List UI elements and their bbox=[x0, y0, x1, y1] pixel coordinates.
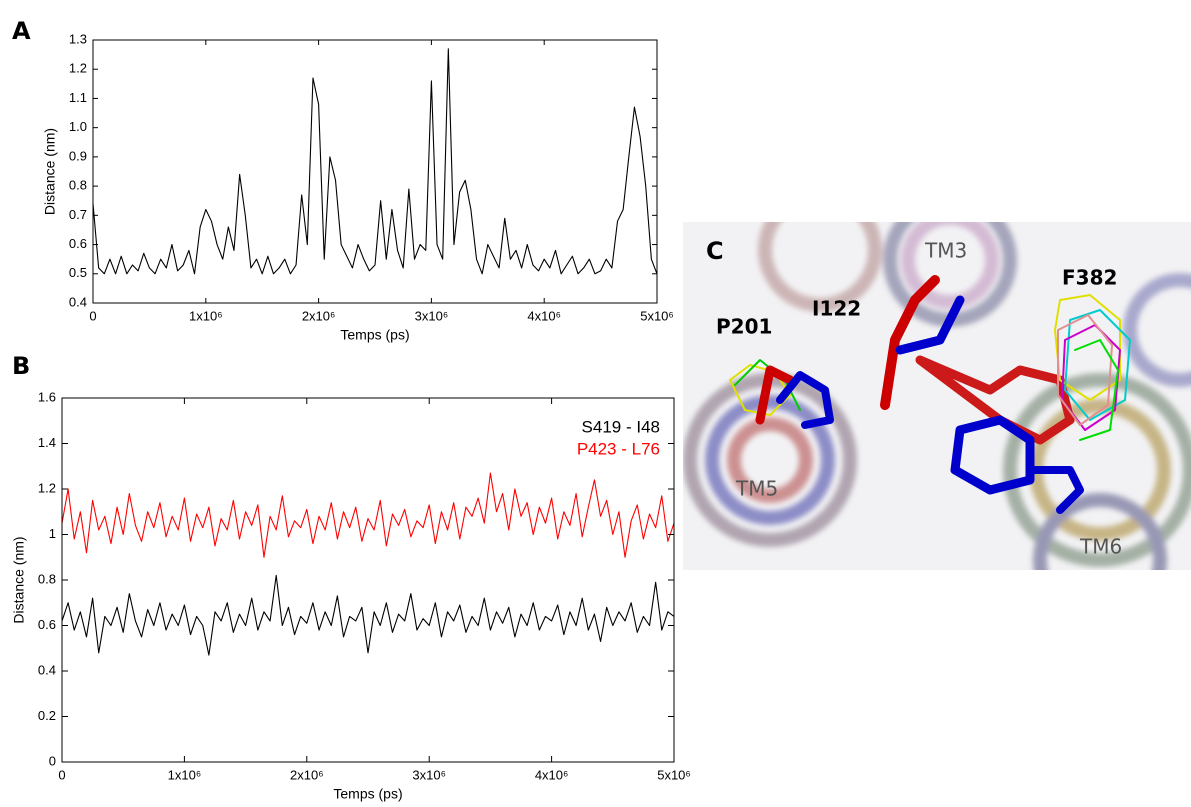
panel-label: A bbox=[12, 17, 31, 45]
x-tick-label: 5x10⁶ bbox=[657, 767, 691, 782]
y-tick-label: 0.2 bbox=[38, 708, 56, 723]
data-line bbox=[61, 574, 675, 656]
plot-frame bbox=[92, 39, 658, 304]
x-tick-label: 2x10⁶ bbox=[290, 767, 324, 782]
y-tick-label: 0.8 bbox=[38, 571, 56, 586]
y-tick-label: 1 bbox=[49, 526, 56, 541]
y-tick-label: 0.7 bbox=[69, 207, 87, 222]
y-tick-label: 0.8 bbox=[69, 178, 87, 193]
x-tick-label: 3x10⁶ bbox=[412, 767, 446, 782]
y-tick-label: 1.2 bbox=[38, 480, 56, 495]
structure-label: TM5 bbox=[735, 477, 778, 501]
y-tick-label: 1.0 bbox=[69, 119, 87, 134]
x-tick-label: 1x10⁶ bbox=[168, 767, 202, 782]
y-tick-label: 0.9 bbox=[69, 148, 87, 163]
x-axis-label: Temps (ps) bbox=[340, 327, 409, 343]
x-tick-label: 0 bbox=[89, 308, 96, 323]
x-axis-label: Temps (ps) bbox=[333, 786, 402, 802]
structure-label: I122 bbox=[812, 297, 861, 321]
y-tick-label: 1.4 bbox=[38, 435, 56, 450]
data-line bbox=[61, 472, 675, 558]
y-axis-label: Distance (nm) bbox=[11, 536, 27, 623]
y-tick-label: 0.4 bbox=[38, 662, 56, 677]
x-tick-label: 3x10⁶ bbox=[415, 308, 449, 323]
panel-label: C bbox=[706, 237, 724, 265]
x-tick-label: 2x10⁶ bbox=[302, 308, 336, 323]
y-tick-label: 0.6 bbox=[38, 617, 56, 632]
x-tick-label: 0 bbox=[58, 767, 65, 782]
legend-entry: S419 - I48 bbox=[582, 417, 660, 436]
y-tick-label: 1.1 bbox=[69, 90, 87, 105]
panel-label: B bbox=[12, 352, 30, 380]
x-tick-label: 4x10⁶ bbox=[535, 767, 569, 782]
y-tick-label: 1.6 bbox=[38, 389, 56, 404]
structure-label: TM3 bbox=[924, 239, 967, 263]
structure-label: TM6 bbox=[1079, 535, 1122, 559]
y-tick-label: 1.3 bbox=[69, 31, 87, 46]
legend-entry: P423 - L76 bbox=[577, 439, 660, 458]
structure-label: P201 bbox=[716, 315, 772, 339]
y-tick-label: 0 bbox=[49, 753, 56, 768]
y-tick-label: 0.4 bbox=[69, 294, 87, 309]
x-tick-label: 1x10⁶ bbox=[189, 308, 223, 323]
y-tick-label: 0.5 bbox=[69, 265, 87, 280]
structure-image bbox=[683, 222, 1191, 570]
x-tick-label: 5x10⁶ bbox=[640, 308, 674, 323]
x-tick-label: 4x10⁶ bbox=[527, 308, 561, 323]
y-tick-label: 0.6 bbox=[69, 236, 87, 251]
y-axis-label: Distance (nm) bbox=[42, 128, 58, 215]
data-line bbox=[92, 48, 658, 275]
y-tick-label: 1.2 bbox=[69, 61, 87, 76]
structure-label: F382 bbox=[1062, 266, 1117, 290]
